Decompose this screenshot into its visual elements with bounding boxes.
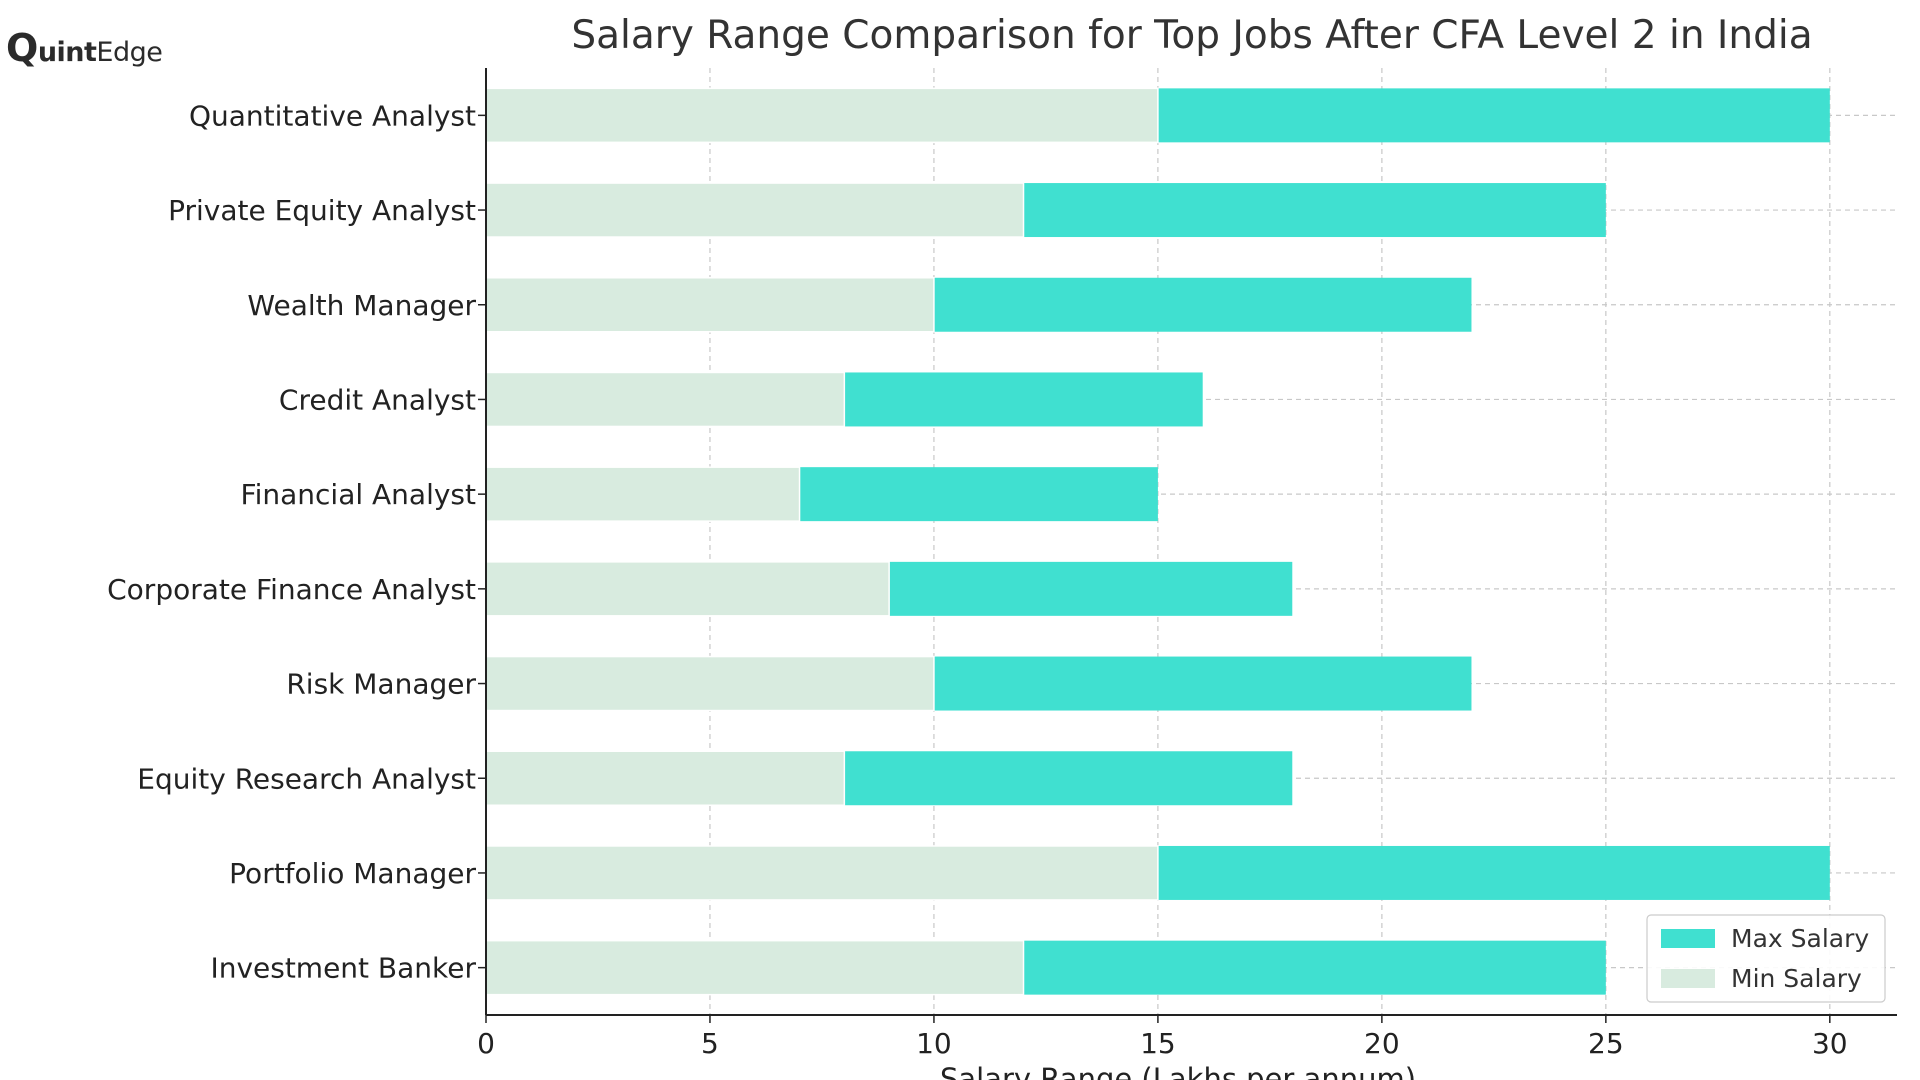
x-tick-label: 15 xyxy=(1140,1027,1176,1060)
y-tick-label: Private Equity Analyst xyxy=(168,194,476,227)
axes-layer: 0 5 10 15 20 25 30 Quantitative Analyst Private … xyxy=(107,68,1897,1060)
chart-title: Salary Range Comparison for Top Jobs Aft… xyxy=(571,13,1812,58)
x-tick-label: 20 xyxy=(1364,1027,1400,1060)
bar-min-salary xyxy=(485,750,846,806)
y-tick-label: Risk Manager xyxy=(286,668,476,701)
bar-min-salary xyxy=(485,655,935,712)
legend-swatch xyxy=(1661,969,1715,988)
quintedge-logo: QuintEdge xyxy=(6,26,163,70)
y-tick-label: Financial Analyst xyxy=(241,478,477,511)
x-axis-label: Salary Range (Lakhs per annum) xyxy=(940,1062,1416,1080)
y-tick-label: Credit Analyst xyxy=(279,383,476,416)
y-tick-label: Equity Research Analyst xyxy=(137,762,476,795)
legend: Max Salary Min Salary xyxy=(1646,914,1886,1003)
x-tick-label: 0 xyxy=(477,1027,495,1060)
bar-min-salary xyxy=(485,277,935,333)
legend-swatch xyxy=(1661,929,1715,948)
legend-label: Max Salary xyxy=(1731,924,1869,953)
legend-label: Min Salary xyxy=(1731,964,1862,993)
x-tick-label: 5 xyxy=(701,1027,719,1060)
bar-min-salary xyxy=(485,561,890,617)
bar-min-salary xyxy=(485,939,1025,996)
y-tick-label: Investment Banker xyxy=(210,952,476,985)
bar-min-salary xyxy=(485,466,801,522)
bar-min-salary xyxy=(485,371,846,428)
y-tick-label: Quantitative Analyst xyxy=(189,99,476,132)
x-tick-label: 25 xyxy=(1588,1027,1624,1060)
y-tick-label: Wealth Manager xyxy=(247,289,476,322)
x-tick-label: 10 xyxy=(916,1027,952,1060)
y-tick-label: Portfolio Manager xyxy=(229,857,476,890)
y-tick-label: Corporate Finance Analyst xyxy=(107,573,476,606)
bars-layer xyxy=(485,87,1830,996)
bar-min-salary xyxy=(485,182,1025,238)
bar-min-salary xyxy=(485,87,1159,144)
x-tick-label: 30 xyxy=(1812,1027,1848,1060)
bar-min-salary xyxy=(485,845,1159,901)
